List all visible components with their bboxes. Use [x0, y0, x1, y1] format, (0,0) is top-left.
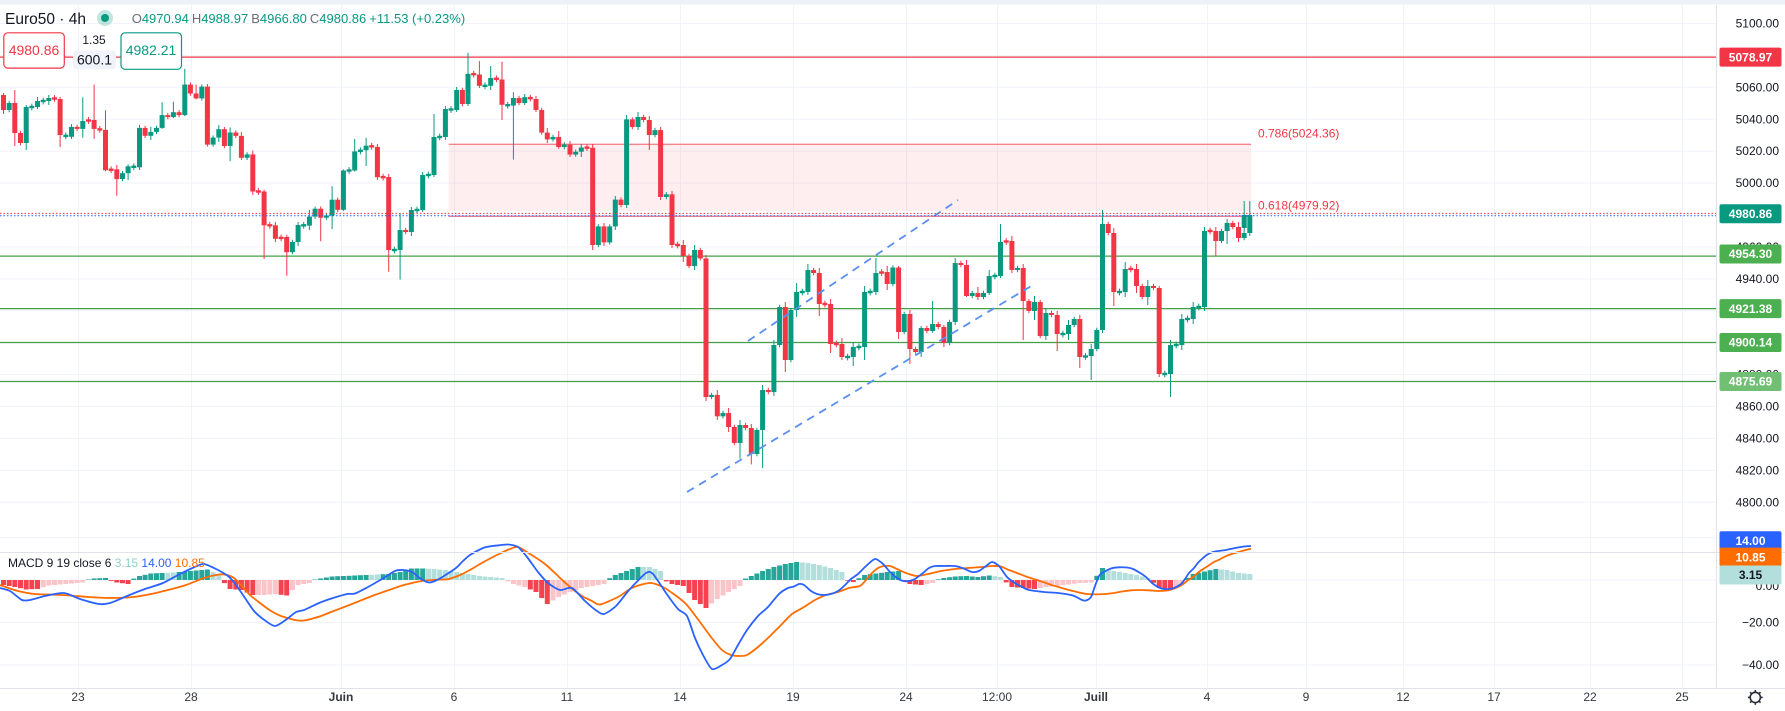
svg-text:17: 17: [1487, 690, 1501, 704]
svg-text:Juill: Juill: [1084, 690, 1108, 704]
svg-text:12:00: 12:00: [982, 690, 1012, 704]
svg-text:12: 12: [1396, 690, 1410, 704]
svg-text:−40.00: −40.00: [1742, 658, 1779, 672]
svg-text:14: 14: [673, 690, 687, 704]
svg-text:4980.86: 4980.86: [1729, 207, 1773, 221]
svg-text:4: 4: [1204, 690, 1211, 704]
svg-text:4982.21: 4982.21: [126, 42, 177, 58]
svg-text:4820.00: 4820.00: [1736, 463, 1780, 477]
svg-text:0.618(4979.92): 0.618(4979.92): [1258, 199, 1339, 213]
svg-text:4980.86: 4980.86: [9, 42, 60, 58]
svg-text:6: 6: [451, 690, 458, 704]
svg-text:14.00: 14.00: [1735, 534, 1765, 548]
svg-text:−20.00: −20.00: [1742, 616, 1779, 630]
svg-text:0.786(5024.36): 0.786(5024.36): [1258, 127, 1339, 141]
svg-text:23: 23: [71, 690, 85, 704]
svg-text:Juin: Juin: [329, 690, 354, 704]
svg-text:MACD 9 19 close 6 3.15 14.00 1: MACD 9 19 close 6 3.15 14.00 10.85: [8, 556, 205, 570]
svg-text:Euro50 · 4h: Euro50 · 4h: [5, 11, 86, 28]
svg-text:25: 25: [1675, 690, 1689, 704]
svg-text:19: 19: [786, 690, 800, 704]
svg-text:9: 9: [1303, 690, 1310, 704]
svg-text:4940.00: 4940.00: [1736, 272, 1780, 286]
svg-text:4900.14: 4900.14: [1729, 336, 1773, 350]
svg-text:3.15: 3.15: [1739, 568, 1763, 582]
svg-text:4840.00: 4840.00: [1736, 431, 1780, 445]
svg-text:4800.00: 4800.00: [1736, 495, 1780, 509]
svg-text:4921.38: 4921.38: [1729, 302, 1773, 316]
svg-text:11: 11: [561, 690, 574, 704]
svg-text:28: 28: [184, 690, 198, 704]
svg-text:4954.30: 4954.30: [1729, 247, 1773, 261]
svg-text:5020.00: 5020.00: [1736, 144, 1780, 158]
svg-text:4860.00: 4860.00: [1736, 400, 1780, 414]
svg-text:5000.00: 5000.00: [1736, 176, 1780, 190]
svg-text:5040.00: 5040.00: [1736, 112, 1780, 126]
svg-text:24: 24: [899, 690, 913, 704]
svg-text:4875.69: 4875.69: [1729, 375, 1773, 389]
svg-text:5060.00: 5060.00: [1736, 80, 1780, 94]
svg-text:5078.97: 5078.97: [1729, 50, 1773, 64]
svg-text:5100.00: 5100.00: [1736, 17, 1780, 31]
svg-text:1.35: 1.35: [82, 33, 106, 47]
svg-text:22: 22: [1583, 690, 1597, 704]
svg-text:10.85: 10.85: [1735, 550, 1765, 564]
svg-text:600.1: 600.1: [77, 52, 112, 68]
